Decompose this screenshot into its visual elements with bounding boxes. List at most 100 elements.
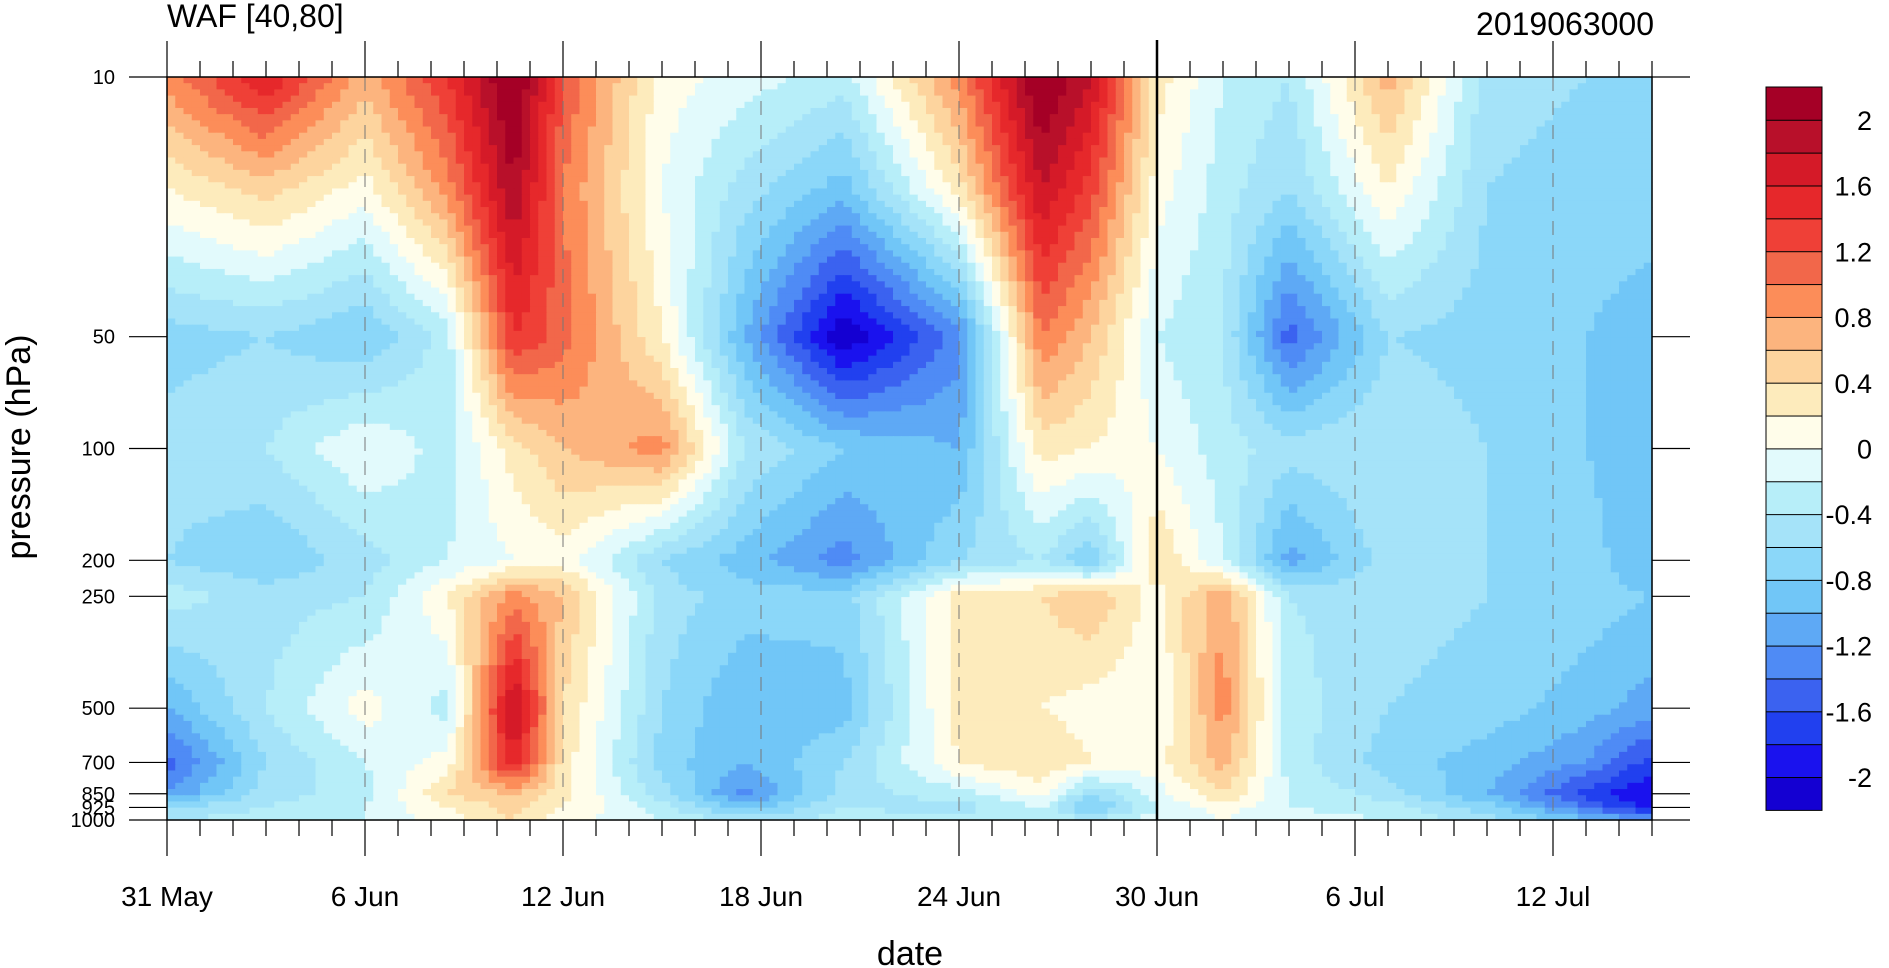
heatmap-cell [423, 127, 432, 134]
heatmap-cell [679, 83, 688, 90]
heatmap-cell [1240, 114, 1249, 121]
heatmap-cell [951, 145, 960, 152]
heatmap-cell [200, 89, 209, 96]
heatmap-cell [283, 120, 292, 127]
heatmap-cell [1330, 120, 1339, 127]
heatmap-cell [918, 108, 927, 115]
heatmap-cell [827, 108, 836, 115]
heatmap-cell [1636, 108, 1645, 115]
heatmap-cell [1322, 108, 1331, 115]
heatmap-cell [844, 139, 853, 146]
heatmap-cell [291, 139, 300, 146]
heatmap-cell [390, 127, 399, 134]
heatmap-cell [1215, 77, 1224, 84]
heatmap-cell [1240, 145, 1249, 152]
heatmap-cell [489, 133, 498, 140]
heatmap-cell [1537, 145, 1546, 152]
heatmap-cell [1297, 108, 1306, 115]
heatmap-cell [959, 102, 968, 109]
heatmap-cell [307, 89, 316, 96]
heatmap-cell [1495, 127, 1504, 134]
heatmap-cell [596, 145, 605, 152]
heatmap-cell [1066, 120, 1075, 127]
heatmap-cell [555, 77, 564, 84]
heatmap-cell [712, 108, 721, 115]
heatmap-cell [225, 145, 234, 152]
heatmap-cell [1446, 120, 1455, 127]
heatmap-cell [786, 151, 795, 158]
heatmap-cell [1207, 120, 1216, 127]
heatmap-cell [646, 102, 655, 109]
heatmap-cell [860, 89, 869, 96]
heatmap-cell [200, 127, 209, 134]
heatmap-cell [1207, 145, 1216, 152]
heatmap-cell [844, 133, 853, 140]
heatmap-cell [885, 102, 894, 109]
heatmap-cell [802, 127, 811, 134]
heatmap-cell [1223, 83, 1232, 90]
heatmap-cell [1487, 139, 1496, 146]
heatmap-cell [1033, 133, 1042, 140]
heatmap-cell [1454, 139, 1463, 146]
heatmap-cell [910, 133, 919, 140]
heatmap-cell [1306, 139, 1315, 146]
heatmap-cell [1347, 108, 1356, 115]
heatmap-cell [786, 108, 795, 115]
heatmap-cell [1058, 127, 1067, 134]
heatmap-cell [1190, 127, 1199, 134]
heatmap-cell [1611, 89, 1620, 96]
heatmap-cell [398, 77, 407, 84]
heatmap-cell [1025, 89, 1034, 96]
heatmap-cell [712, 102, 721, 109]
heatmap-cell [992, 83, 1001, 90]
heatmap-cell [233, 89, 242, 96]
heatmap-cell [332, 77, 341, 84]
heatmap-cell [1017, 114, 1026, 121]
heatmap-cell [1165, 89, 1174, 96]
heatmap-cell [538, 96, 547, 103]
heatmap-cell [1603, 145, 1612, 152]
heatmap-cell [1141, 145, 1150, 152]
heatmap-cell [547, 120, 556, 127]
heatmap-cell [1124, 139, 1133, 146]
heatmap-cell [406, 77, 415, 84]
heatmap-cell [868, 139, 877, 146]
heatmap-cell [588, 133, 597, 140]
heatmap-cell [1570, 145, 1579, 152]
heatmap-cell [934, 77, 943, 84]
heatmap-cell [1058, 120, 1067, 127]
heatmap-cell [522, 127, 531, 134]
heatmap-cell [745, 96, 754, 103]
heatmap-cell [1636, 102, 1645, 109]
heatmap-cell [1297, 127, 1306, 134]
heatmap-cell [340, 83, 349, 90]
heatmap-cell [588, 120, 597, 127]
heatmap-cell [926, 102, 935, 109]
heatmap-cell [217, 102, 226, 109]
heatmap-cell [687, 145, 696, 152]
heatmap-cell [811, 102, 820, 109]
heatmap-cell [481, 145, 490, 152]
heatmap-cell [1000, 114, 1009, 121]
heatmap-cell [497, 139, 506, 146]
heatmap-cell [390, 114, 399, 121]
heatmap-cell [1396, 133, 1405, 140]
heatmap-cell [918, 102, 927, 109]
heatmap-cell [778, 102, 787, 109]
heatmap-cell [316, 102, 325, 109]
heatmap-cell [439, 151, 448, 158]
heatmap-cell [365, 127, 374, 134]
heatmap-cell [258, 139, 267, 146]
heatmap-cell [629, 127, 638, 134]
heatmap-cell [489, 114, 498, 121]
heatmap-cell [1207, 77, 1216, 84]
heatmap-cell [1471, 133, 1480, 140]
heatmap-cell [1231, 133, 1240, 140]
heatmap-cell [580, 114, 589, 121]
heatmap-cell [1157, 89, 1166, 96]
heatmap-cell [901, 139, 910, 146]
heatmap-cell [1256, 83, 1265, 90]
heatmap-cell [1553, 102, 1562, 109]
heatmap-cell [629, 120, 638, 127]
heatmap-cell [885, 89, 894, 96]
